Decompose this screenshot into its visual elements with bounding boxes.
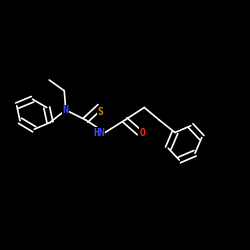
- Text: N: N: [63, 105, 69, 115]
- Text: O: O: [139, 128, 145, 138]
- Text: S: S: [97, 107, 103, 117]
- Text: HN: HN: [93, 128, 105, 138]
